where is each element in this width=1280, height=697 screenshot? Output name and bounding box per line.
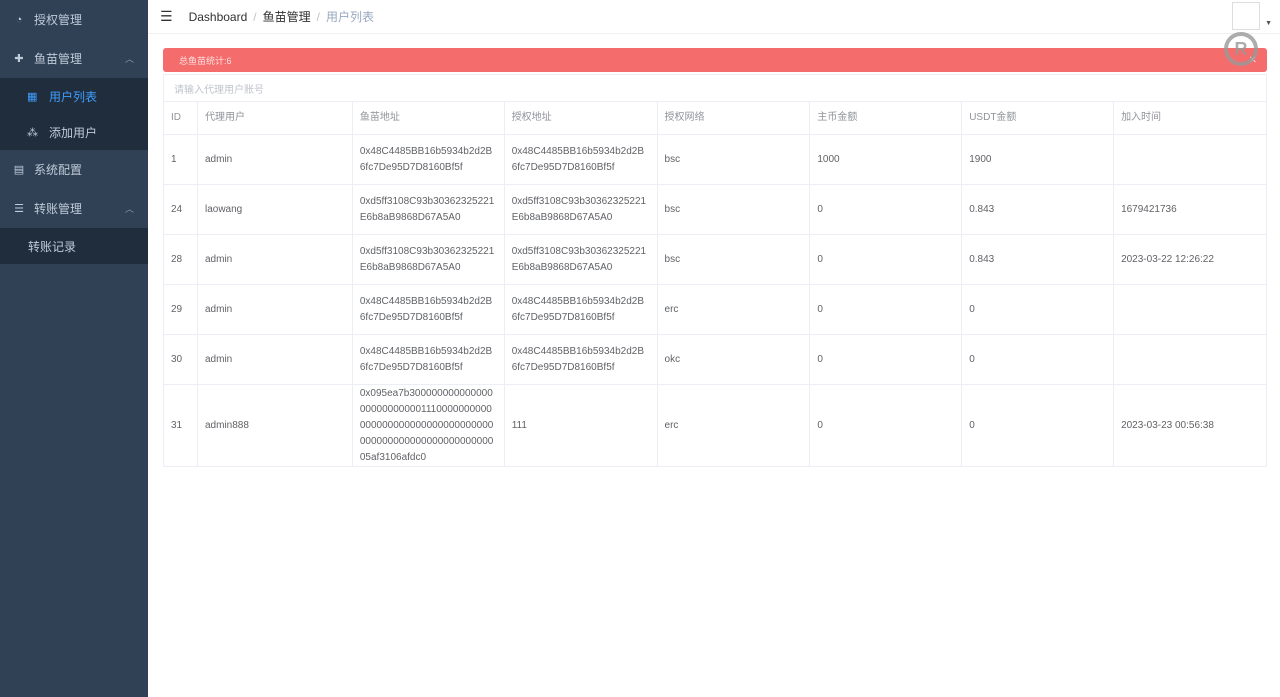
table-cell: 0.843 bbox=[961, 234, 1115, 285]
table-cell: 0xd5ff3108C93b30362325221E6b8aB9868D67A5… bbox=[503, 184, 658, 235]
document-icon: ▤ bbox=[13, 164, 25, 176]
table-cell: 30 bbox=[163, 334, 198, 385]
column-header: ID bbox=[163, 101, 198, 135]
table-cell: 0 bbox=[809, 184, 963, 235]
table-cell: 1 bbox=[163, 134, 198, 185]
navbar: ☰ Dashboard / 鱼苗管理 / 用户列表 ▼ bbox=[148, 0, 1280, 34]
table-cell: 0.843 bbox=[961, 184, 1115, 235]
total-alert: 总鱼苗统计:6 ✕ bbox=[163, 48, 1267, 72]
table-cell: 111 bbox=[503, 384, 658, 467]
table-row: 29 admin 0x48C4485BB16b5934b2d2B6fc7De95D7… bbox=[163, 284, 1267, 335]
table-row: 31 admin888 0x095ea7b300000000000000000000… bbox=[163, 384, 1267, 467]
table-cell: 0 bbox=[809, 284, 963, 335]
table-cell bbox=[1113, 284, 1267, 335]
table-cell: admin bbox=[196, 334, 353, 385]
column-header: 代理用户 bbox=[196, 101, 353, 135]
table-cell: erc bbox=[656, 284, 811, 335]
sidebar-item-auth[interactable]: ◔ 授权管理 bbox=[0, 0, 148, 39]
list-icon: ☰ bbox=[14, 203, 24, 215]
table-cell: okc bbox=[656, 334, 811, 385]
table-row: 30 admin 0x48C4485BB16b5934b2d2B6fc7De95D7… bbox=[163, 334, 1267, 385]
plus-circle-icon: ✚ bbox=[14, 53, 24, 65]
table-cell: 2023-03-22 12:26:22 bbox=[1113, 234, 1267, 285]
column-header: 加入时间 bbox=[1113, 101, 1267, 135]
column-header: 授权网络 bbox=[656, 101, 811, 135]
sidebar: ◔ 授权管理 ✚ 鱼苗管理 ︿ ▦ 用户列表 ⁂ 添加用户 ▤ 系统配置 ☰ 转账管理 ︿ 转账… bbox=[0, 0, 148, 697]
tree-icon: ⁂ bbox=[27, 126, 38, 139]
table-row: 1 admin 0x48C4485BB16b5934b2d2B6fc7De95D7D… bbox=[163, 134, 1267, 185]
table-cell: admin bbox=[196, 284, 353, 335]
caret-down-icon[interactable]: ▼ bbox=[1265, 20, 1272, 27]
breadcrumb-fish[interactable]: 鱼苗管理 bbox=[262, 10, 311, 24]
sidebar-item-add-user[interactable]: ⁂ 添加用户 bbox=[0, 114, 148, 150]
table-cell: 0 bbox=[961, 334, 1115, 385]
column-header: USDT金额 bbox=[961, 101, 1115, 135]
table-cell: admin bbox=[196, 234, 353, 285]
column-header: 主币金额 bbox=[809, 101, 963, 135]
table-cell: 0 bbox=[961, 284, 1115, 335]
table-cell: 0xd5ff3108C93b30362325221E6b8aB9868D67A5… bbox=[503, 234, 658, 285]
table-cell: 0x48C4485BB16b5934b2d2B6fc7De95D7D8160Bf… bbox=[503, 284, 658, 335]
table-cell: 31 bbox=[163, 384, 198, 467]
sidebar-item-config[interactable]: ▤ 系统配置 bbox=[13, 163, 83, 177]
table-cell bbox=[1113, 134, 1267, 185]
table-cell: laowang bbox=[196, 184, 353, 235]
table-row: 24 laowang 0xd5ff3108C93b30362325221E6b8aB… bbox=[163, 184, 1267, 235]
table-cell: 28 bbox=[163, 234, 198, 285]
column-header: 授权地址 bbox=[503, 101, 658, 135]
column-header: 鱼苗地址 bbox=[351, 101, 505, 135]
breadcrumb-current: 用户列表 bbox=[325, 10, 374, 24]
table-cell: 0x48C4485BB16b5934b2d2B6fc7De95D7D8160Bf… bbox=[351, 284, 505, 335]
table-cell: 0x48C4485BB16b5934b2d2B6fc7De95D7D8160Bf… bbox=[503, 334, 658, 385]
table-cell bbox=[1113, 334, 1267, 385]
table-cell: 0 bbox=[961, 384, 1115, 467]
user-table: ID 代理用户 鱼苗地址 授权地址 授权网络 主币金额 USDT金额 加入时间 1 admin 0… bbox=[163, 101, 1267, 467]
hamburger-icon[interactable]: ☰ bbox=[160, 8, 173, 24]
sidebar-item-fish[interactable]: ✚ 鱼苗管理 ︿ bbox=[14, 52, 134, 66]
table-cell: 24 bbox=[163, 184, 198, 235]
table-cell: 0 bbox=[809, 234, 963, 285]
table-cell: 29 bbox=[163, 284, 198, 335]
table-cell: 1000 bbox=[809, 134, 963, 185]
table-cell: erc bbox=[656, 384, 811, 467]
table-row: 28 admin 0xd5ff3108C93b30362325221E6b8aB98… bbox=[163, 234, 1267, 285]
table-cell: bsc bbox=[656, 234, 811, 285]
breadcrumb: Dashboard / 鱼苗管理 / 用户列表 bbox=[188, 10, 374, 24]
table-cell: 1900 bbox=[961, 134, 1115, 185]
table-cell: 1679421736 bbox=[1113, 184, 1267, 235]
table-cell: 0 bbox=[809, 334, 963, 385]
breadcrumb-dashboard[interactable]: Dashboard bbox=[188, 10, 248, 24]
table-cell: bsc bbox=[656, 134, 811, 185]
table-cell: 0x48C4485BB16b5934b2d2B6fc7De95D7D8160Bf… bbox=[351, 334, 505, 385]
sidebar-item-transfer-records[interactable]: 转账记录 bbox=[0, 228, 148, 264]
table-header: ID 代理用户 鱼苗地址 授权地址 授权网络 主币金额 USDT金额 加入时间 bbox=[163, 101, 1267, 135]
table-cell: 0 bbox=[809, 384, 963, 467]
table-cell: 0x48C4485BB16b5934b2d2B6fc7De95D7D8160Bf… bbox=[351, 134, 505, 185]
chevron-up-icon: ︿ bbox=[124, 204, 134, 214]
sidebar-item-transfer[interactable]: ☰ 转账管理 ︿ bbox=[14, 202, 134, 216]
dashboard-icon: ◔ bbox=[15, 13, 23, 26]
table-cell: bsc bbox=[656, 184, 811, 235]
table-cell: 0x095ea7b3000000000000000000000000011100… bbox=[351, 384, 505, 467]
table-cell: 0xd5ff3108C93b30362325221E6b8aB9868D67A5… bbox=[351, 184, 505, 235]
table-cell: 0x48C4485BB16b5934b2d2B6fc7De95D7D8160Bf… bbox=[503, 134, 658, 185]
agent-search-input[interactable]: 请输入代理用户账号 bbox=[163, 74, 1267, 101]
table-icon: ▦ bbox=[27, 90, 38, 103]
table-cell: admin888 bbox=[196, 384, 353, 467]
table-cell: 2023-03-23 00:56:38 bbox=[1113, 384, 1267, 467]
chevron-up-icon: ︿ bbox=[124, 54, 134, 64]
table-cell: 0xd5ff3108C93b30362325221E6b8aB9868D67A5… bbox=[351, 234, 505, 285]
avatar[interactable] bbox=[1232, 2, 1260, 30]
table-cell: admin bbox=[196, 134, 353, 185]
registered-watermark-icon: R bbox=[1224, 32, 1258, 66]
sidebar-item-user-list[interactable]: ▦ 用户列表 bbox=[0, 78, 148, 114]
